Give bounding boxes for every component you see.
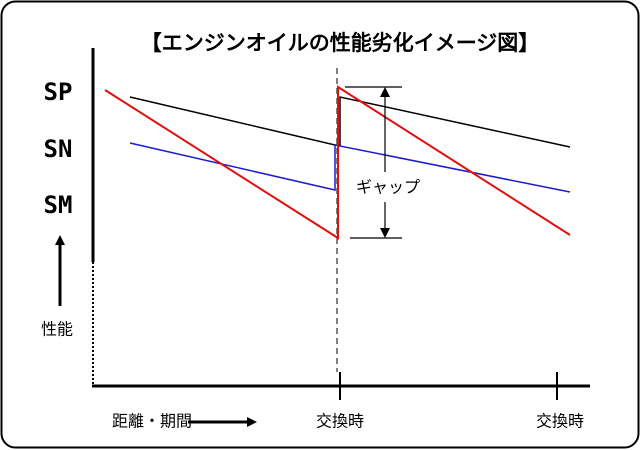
x-marker-label: 交換時	[316, 412, 364, 431]
grade-label: SP	[44, 78, 73, 106]
sm-line	[104, 85, 571, 240]
gap-label: ギャップ	[356, 178, 420, 197]
grade-label: SM	[44, 191, 73, 219]
title: 【エンジンオイルの性能劣化イメージ図】	[141, 31, 540, 55]
sp-line	[129, 96, 571, 148]
x-marker-label: 交換時	[536, 412, 584, 431]
y-axis-label: 性能	[41, 320, 73, 339]
x-axis-label: 距離・期間	[112, 412, 192, 431]
grade-label: SN	[44, 135, 73, 163]
sn-line	[129, 142, 571, 193]
